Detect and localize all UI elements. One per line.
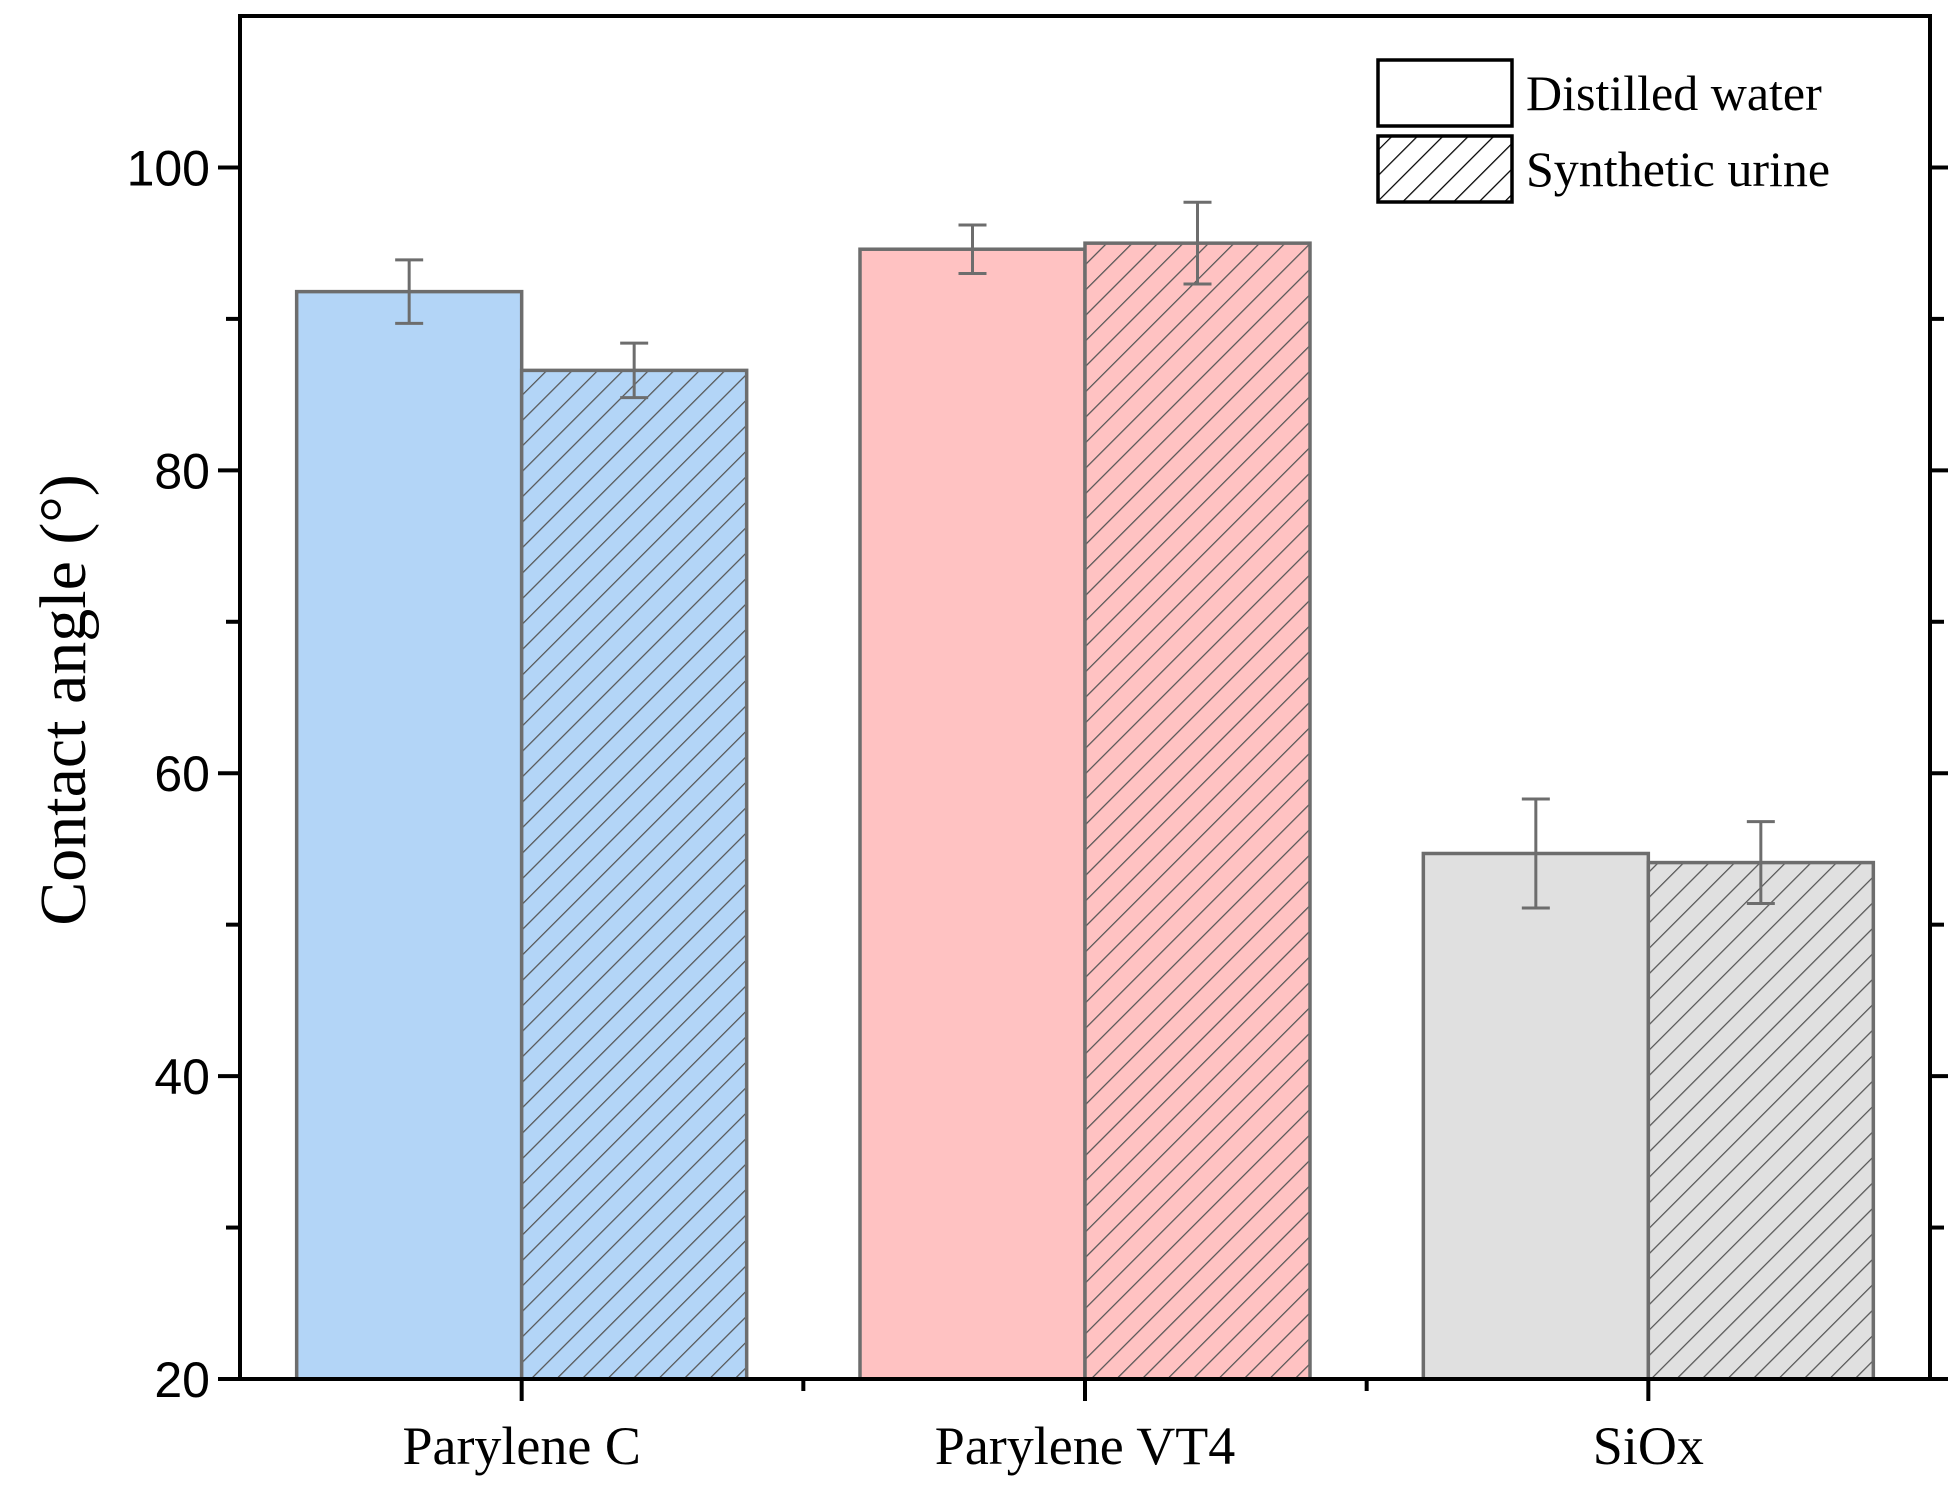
legend-label: Distilled water bbox=[1526, 65, 1822, 121]
y-axis-title: Contact angle (°) bbox=[27, 474, 100, 926]
legend-label: Synthetic urine bbox=[1526, 141, 1830, 197]
y-tick-label: 20 bbox=[154, 1352, 210, 1408]
y-tick-label: 80 bbox=[154, 443, 210, 499]
y-tick-label: 100 bbox=[127, 140, 210, 196]
legend-swatch bbox=[1376, 58, 1514, 128]
axis-ticks bbox=[218, 165, 1948, 1401]
x-tick-label: Parylene VT4 bbox=[935, 1416, 1235, 1476]
y-tick-label: 60 bbox=[154, 746, 210, 802]
bar-siox-synthetic-urine bbox=[1646, 860, 1876, 1381]
bar-parylene-vt4-synthetic-urine bbox=[1083, 241, 1312, 1381]
legend: Distilled water Synthetic urine bbox=[1376, 58, 1830, 204]
y-tick-label: 40 bbox=[154, 1049, 210, 1105]
bar-parylene-vt4-distilled-water bbox=[858, 247, 1087, 1381]
bar-parylene-c-distilled-water bbox=[294, 289, 524, 1381]
bar-siox-distilled-water bbox=[1421, 851, 1651, 1381]
error-bars-layer bbox=[395, 200, 1775, 910]
x-tick-label: SiOx bbox=[1593, 1416, 1704, 1476]
legend-swatch bbox=[1376, 134, 1514, 204]
bars-layer bbox=[294, 241, 1876, 1381]
bar-parylene-c-synthetic-urine bbox=[519, 368, 749, 1381]
x-tick-label: Parylene C bbox=[402, 1416, 640, 1476]
axis-labels: Parylene C Parylene VT4 SiOx 20 40 60 80 100 bbox=[127, 140, 1704, 1476]
